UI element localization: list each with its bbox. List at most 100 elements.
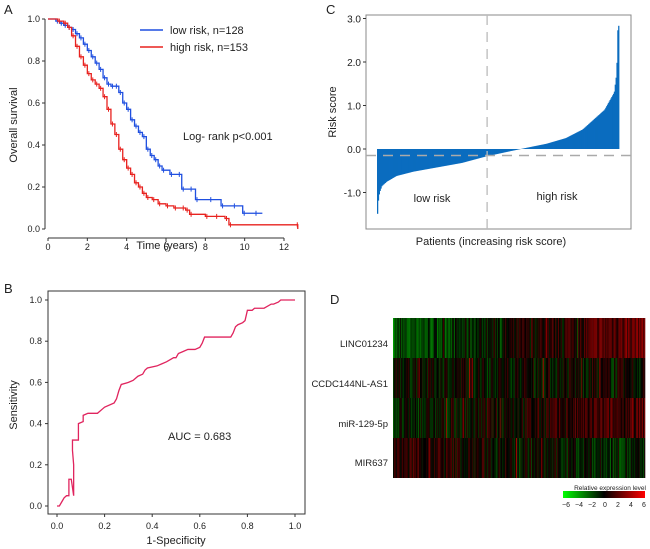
risk-bar xyxy=(447,149,449,166)
heatmap-cell xyxy=(401,438,404,478)
heatmap-cell xyxy=(644,398,646,438)
risk-bar xyxy=(476,149,479,159)
heatmap-cell xyxy=(562,318,564,358)
heatmap-cell xyxy=(605,438,607,478)
heatmap-cell xyxy=(440,398,442,438)
heatmap-cell xyxy=(546,318,548,358)
heatmap-cell xyxy=(591,438,593,478)
heatmap-cell xyxy=(627,398,629,438)
risk-bar xyxy=(532,146,535,149)
heatmap-cell xyxy=(554,438,556,478)
heatmap-cell xyxy=(407,318,409,358)
heatmap-cell xyxy=(397,398,399,438)
heatmap-cell xyxy=(404,318,406,358)
heatmap-cell xyxy=(432,398,434,438)
heatmap-cell xyxy=(564,358,566,398)
heatmap-cell xyxy=(512,438,514,478)
heatmap-cell xyxy=(617,318,619,358)
heatmap-cell xyxy=(472,438,475,478)
heatmap-cell xyxy=(415,358,417,398)
risk-bar xyxy=(612,95,614,149)
heatmap-cell xyxy=(405,438,407,478)
risk-bar xyxy=(379,149,381,191)
heatmap-cell xyxy=(537,398,539,438)
heatmap-cell xyxy=(437,318,440,358)
heatmap-cell xyxy=(465,358,467,398)
risk-bar xyxy=(554,141,556,149)
heatmap-cell xyxy=(577,398,579,438)
heatmap-cell xyxy=(457,438,459,478)
risk-bar xyxy=(506,149,508,152)
heatmap-cell xyxy=(590,358,592,398)
risk-bar xyxy=(613,91,616,149)
heatmap-cell xyxy=(471,318,473,358)
heatmap-cell xyxy=(590,398,592,438)
heatmap-cell xyxy=(408,358,410,398)
heatmap-cell xyxy=(557,318,559,358)
heatmap-cell xyxy=(475,438,477,478)
heatmap-cell xyxy=(573,358,575,398)
risk-bar xyxy=(419,149,421,171)
heatmap-cell xyxy=(435,438,437,478)
heatmap-cell xyxy=(564,318,566,358)
heatmap-cell xyxy=(516,358,518,398)
risk-bar xyxy=(593,119,595,149)
heatmap-cell xyxy=(399,398,401,438)
risk-bar xyxy=(477,149,480,159)
heatmap-cell xyxy=(530,438,532,478)
heatmap-cell xyxy=(498,318,501,358)
heatmap-cell xyxy=(475,358,477,398)
risk-bar xyxy=(592,120,594,149)
heatmap-cell xyxy=(491,318,493,358)
heatmap-cell xyxy=(412,318,414,358)
risk-bar xyxy=(536,145,538,149)
risk-bar xyxy=(507,149,509,152)
km-x-tick-label: 8 xyxy=(203,242,208,252)
heatmap-cell xyxy=(621,318,623,358)
heatmap-cell xyxy=(549,398,552,438)
risk-bar xyxy=(605,107,607,149)
heatmap-cell xyxy=(571,358,573,398)
heatmap-cell xyxy=(601,318,603,358)
heatmap-cell xyxy=(509,358,511,398)
heatmap-cell xyxy=(486,318,488,358)
heatmap-cell xyxy=(478,398,480,438)
heatmap-cell xyxy=(444,438,446,478)
risk-bar xyxy=(577,131,579,149)
heatmap-cell xyxy=(543,398,545,438)
heatmap-cell xyxy=(428,318,431,358)
heatmap-cell xyxy=(566,358,568,398)
heatmap-cell xyxy=(586,398,588,438)
heatmap-cell xyxy=(394,318,396,358)
risk-y-tick-label: 3.0 xyxy=(347,15,361,26)
risk-bar xyxy=(600,113,602,149)
risk-plot-frame xyxy=(365,14,632,230)
heatmap-cell xyxy=(591,358,593,398)
heatmap-cell xyxy=(617,398,619,438)
heatmap-cell xyxy=(441,398,443,438)
heatmap-cell xyxy=(419,318,421,358)
heatmap-cell xyxy=(509,438,511,478)
heatmap-cell xyxy=(480,358,483,398)
heatmap-cell xyxy=(405,358,407,398)
heatmap-cell xyxy=(567,358,570,398)
heatmap-cell xyxy=(583,318,585,358)
heatmap-cell xyxy=(445,398,447,438)
heatmap-cell xyxy=(403,398,405,438)
heatmap-cell xyxy=(398,438,400,478)
heatmap-cell xyxy=(473,358,475,398)
heatmap-cell xyxy=(530,358,532,398)
heatmap-cell xyxy=(500,398,502,438)
heatmap-cell xyxy=(592,398,594,438)
heatmap-cell xyxy=(519,358,521,398)
heatmap-cell xyxy=(427,438,429,478)
heatmap-cell xyxy=(430,318,432,358)
heatmap-cell xyxy=(495,318,497,358)
heatmap-cell xyxy=(525,438,527,478)
heatmap-cell xyxy=(624,358,626,398)
heatmap-cell xyxy=(565,438,567,478)
risk-bar xyxy=(575,133,577,149)
heatmap-cell xyxy=(473,438,475,478)
risk-bar xyxy=(601,111,604,149)
heatmap-cell xyxy=(453,438,455,478)
